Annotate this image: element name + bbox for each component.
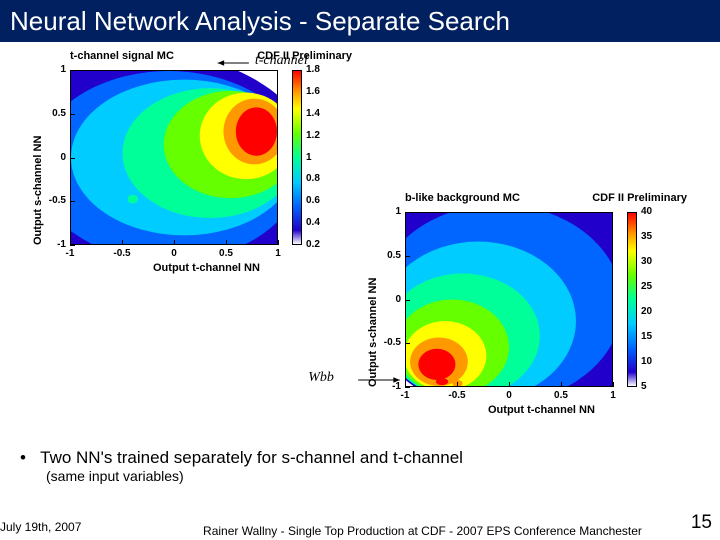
colorbar-tick: 15 <box>641 331 652 342</box>
colorbar-tick: 5 <box>641 381 647 392</box>
footer-date: July 19th, 2007 <box>0 520 81 534</box>
ylabel: Output s-channel NN <box>32 136 44 245</box>
xtick: 1 <box>263 248 293 259</box>
colorbar-tick: 0.4 <box>306 217 320 228</box>
colorbar: 0.20.40.60.811.21.41.61.8 <box>292 70 302 245</box>
xtick: 0 <box>159 248 189 259</box>
slide-title: Neural Network Analysis - Separate Searc… <box>10 6 510 37</box>
chart-title: t-channel signal MC <box>70 50 174 62</box>
slide: Neural Network Analysis - Separate Searc… <box>0 0 720 540</box>
bullet-list: • Two NN's trained separately for s-chan… <box>20 448 463 484</box>
preliminary-label: CDF II Preliminary <box>592 192 687 204</box>
plot-area <box>405 212 613 387</box>
bullet-sub: (same input variables) <box>46 468 463 484</box>
ylabel: Output s-channel NN <box>367 278 379 387</box>
footer-center: Rainer Wallny - Single Top Production at… <box>165 524 680 538</box>
plot-area <box>70 70 278 245</box>
colorbar-tick: 1 <box>306 152 312 163</box>
colorbar-tick: 30 <box>641 256 652 267</box>
xlabel: Output t-channel NN <box>488 404 595 416</box>
title-bar: Neural Network Analysis - Separate Searc… <box>0 0 720 42</box>
colorbar-tick: 0.2 <box>306 239 320 250</box>
xtick: -0.5 <box>107 248 137 259</box>
bullet-main: • Two NN's trained separately for s-chan… <box>20 448 463 468</box>
xtick: -1 <box>390 390 420 401</box>
ytick: 0.5 <box>371 250 401 261</box>
chart-t-channel: t-channel signal MCCDF II Preliminary-1-… <box>20 48 352 285</box>
chart-title: b-like background MC <box>405 192 520 204</box>
ytick: 1 <box>36 64 66 75</box>
ytick: 1 <box>371 206 401 217</box>
colorbar-tick: 40 <box>641 206 652 217</box>
xlabel: Output t-channel NN <box>153 262 260 274</box>
colorbar-tick: 20 <box>641 306 652 317</box>
footer-page: 15 <box>691 512 712 534</box>
colorbar-tick: 1.4 <box>306 108 320 119</box>
colorbar-tick: 35 <box>641 231 652 242</box>
annotation-label: Wbb <box>308 370 334 386</box>
xtick: -0.5 <box>442 390 472 401</box>
chart-bkg: b-like background MC CDF II Preliminary -1… <box>355 190 687 427</box>
colorbar-tick: 1.8 <box>306 64 320 75</box>
colorbar: 510152025303540 <box>627 212 637 387</box>
ytick: 0.5 <box>36 108 66 119</box>
colorbar-tick: 1.6 <box>306 86 320 97</box>
colorbar-tick: 0.8 <box>306 173 320 184</box>
xtick: -1 <box>55 248 85 259</box>
xtick: 0.5 <box>211 248 241 259</box>
colorbar-tick: 10 <box>641 356 652 367</box>
colorbar-tick: 0.6 <box>306 195 320 206</box>
xtick: 1 <box>598 390 628 401</box>
xtick: 0.5 <box>546 390 576 401</box>
colorbar-tick: 1.2 <box>306 130 320 141</box>
xtick: 0 <box>494 390 524 401</box>
annotation-label: t-channel <box>255 53 308 69</box>
colorbar-tick: 25 <box>641 281 652 292</box>
bullet-main-text: Two NN's trained separately for s-channe… <box>40 448 463 467</box>
